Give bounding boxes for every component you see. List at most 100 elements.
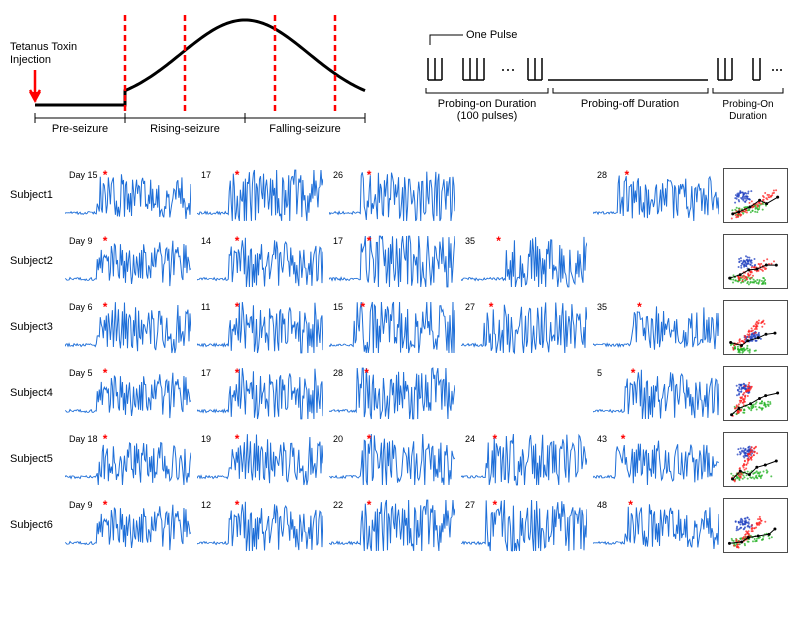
onset-star-icon: *	[631, 366, 636, 380]
subject-label: Subject3	[10, 321, 65, 333]
trace-cell: 17 *	[329, 234, 455, 289]
onset-star-icon: *	[489, 300, 494, 314]
trace-cells: Day 15*17*26*28*	[65, 168, 719, 223]
subject-label: Subject5	[10, 453, 65, 465]
onset-star-icon: *	[496, 234, 501, 248]
pulse-panel: One PulseProbing-on Duration(100 pulses)…	[408, 20, 788, 150]
subject-row: Subject6Day 9*12*22*27*48*	[10, 495, 788, 555]
trace-cell: 35*	[593, 300, 719, 355]
svg-text:Pre-seizure: Pre-seizure	[52, 123, 108, 135]
onset-star-icon: *	[235, 234, 240, 248]
subject-row: Subject5Day 18*19*20*24*43*	[10, 429, 788, 489]
subject-label: Subject1	[10, 189, 65, 201]
subject-label: Subject2	[10, 255, 65, 267]
day-label: Day 5	[69, 368, 93, 378]
svg-text:Probing-On: Probing-On	[722, 99, 773, 110]
scatter-cell	[723, 432, 788, 487]
onset-star-icon: *	[364, 366, 369, 380]
day-label: 26	[333, 170, 343, 180]
trace-cell: Day 9 *	[65, 234, 191, 289]
trace-cell: 24*	[461, 432, 587, 487]
day-label: 17	[201, 170, 211, 180]
day-label: 17	[333, 236, 343, 246]
trace-cell: Day 18 *	[65, 432, 191, 487]
trace-cell: 17*	[197, 366, 323, 421]
subject-row: Subject3Day 6*11*15*27*35*	[10, 297, 788, 357]
onset-star-icon: *	[367, 168, 372, 182]
day-label: Day 6	[69, 302, 93, 312]
day-label: 15	[333, 302, 343, 312]
subject-label: Subject6	[10, 519, 65, 531]
trace-cell: Day 9*	[65, 498, 191, 553]
day-label: 27	[465, 302, 475, 312]
day-label: Day 9	[69, 500, 93, 510]
trace-cell: 12*	[197, 498, 323, 553]
trace-cell: 27 *	[461, 300, 587, 355]
svg-text:One Pulse: One Pulse	[466, 29, 517, 41]
top-section: Tetanus ToxinInjection Pre-seizure Rising-…	[10, 10, 788, 140]
onset-star-icon: *	[493, 498, 498, 512]
day-label: 28	[333, 368, 343, 378]
day-label: 5	[597, 368, 602, 378]
onset-star-icon: *	[103, 168, 108, 182]
day-label: 12	[201, 500, 211, 510]
scatter-cell	[723, 498, 788, 553]
subject-grid: Subject1Day 15*17*26*28*Subject2Day 9*14…	[10, 165, 788, 555]
subject-label: Subject4	[10, 387, 65, 399]
day-label: 11	[201, 302, 210, 312]
subject-row: Subject2 Day 9 * 14 * 17 * 35 *	[10, 231, 788, 291]
onset-star-icon: *	[625, 168, 630, 182]
onset-star-icon: *	[367, 498, 372, 512]
onset-star-icon: *	[367, 432, 372, 446]
day-label: 48	[597, 500, 607, 510]
onset-star-icon: *	[103, 300, 108, 314]
seizure-curve-panel: Tetanus ToxinInjection Pre-seizure Rising-…	[10, 10, 380, 140]
scatter-cell	[723, 366, 788, 421]
svg-text:Rising-seizure: Rising-seizure	[150, 123, 220, 135]
trace-cells: Day 5*17*28*5*	[65, 366, 719, 421]
onset-star-icon: *	[103, 234, 108, 248]
trace-cell	[461, 168, 587, 223]
trace-cell: 28 *	[329, 366, 455, 421]
trace-cell: 11 *	[197, 300, 323, 355]
day-label: 17	[201, 368, 211, 378]
svg-text:(100 pulses): (100 pulses)	[457, 110, 518, 122]
trace-cell: 43*	[593, 432, 719, 487]
trace-cell: 5*	[593, 366, 719, 421]
trace-cell: 28*	[593, 168, 719, 223]
svg-text:Tetanus Toxin: Tetanus Toxin	[10, 41, 77, 53]
onset-star-icon: *	[493, 432, 498, 446]
pulse-svg: One PulseProbing-on Duration(100 pulses)…	[408, 20, 788, 150]
onset-star-icon: *	[367, 234, 372, 248]
trace-cell: Day 5*	[65, 366, 191, 421]
svg-text:Probing-off Duration: Probing-off Duration	[581, 98, 679, 110]
trace-cell: 20*	[329, 432, 455, 487]
day-label: 35	[465, 236, 475, 246]
trace-cell: 22*	[329, 498, 455, 553]
trace-cell	[461, 366, 587, 421]
onset-star-icon: *	[235, 432, 240, 446]
subject-row: Subject1Day 15*17*26*28*	[10, 165, 788, 225]
day-label: Day 9	[69, 236, 93, 246]
trace-cell: Day 6 *	[65, 300, 191, 355]
trace-cell: 27 *	[461, 498, 587, 553]
day-label: 19	[201, 434, 211, 444]
onset-star-icon: *	[235, 300, 240, 314]
onset-star-icon: *	[628, 498, 633, 512]
onset-star-icon: *	[103, 432, 108, 446]
trace-cell: 26 *	[329, 168, 455, 223]
trace-cell: 17 *	[197, 168, 323, 223]
trace-cells: Day 9 * 14 * 17 * 35 *	[65, 234, 719, 289]
day-label: 27	[465, 500, 475, 510]
day-label: 43	[597, 434, 607, 444]
onset-star-icon: *	[637, 300, 642, 314]
onset-star-icon: *	[235, 168, 240, 182]
trace-cell: 14 *	[197, 234, 323, 289]
svg-text:Injection: Injection	[10, 54, 51, 66]
day-label: Day 18	[69, 434, 98, 444]
scatter-cell	[723, 234, 788, 289]
day-label: 14	[201, 236, 211, 246]
day-label: Day 15	[69, 170, 98, 180]
svg-text:Duration: Duration	[729, 111, 767, 122]
trace-cells: Day 9*12*22*27*48*	[65, 498, 719, 553]
